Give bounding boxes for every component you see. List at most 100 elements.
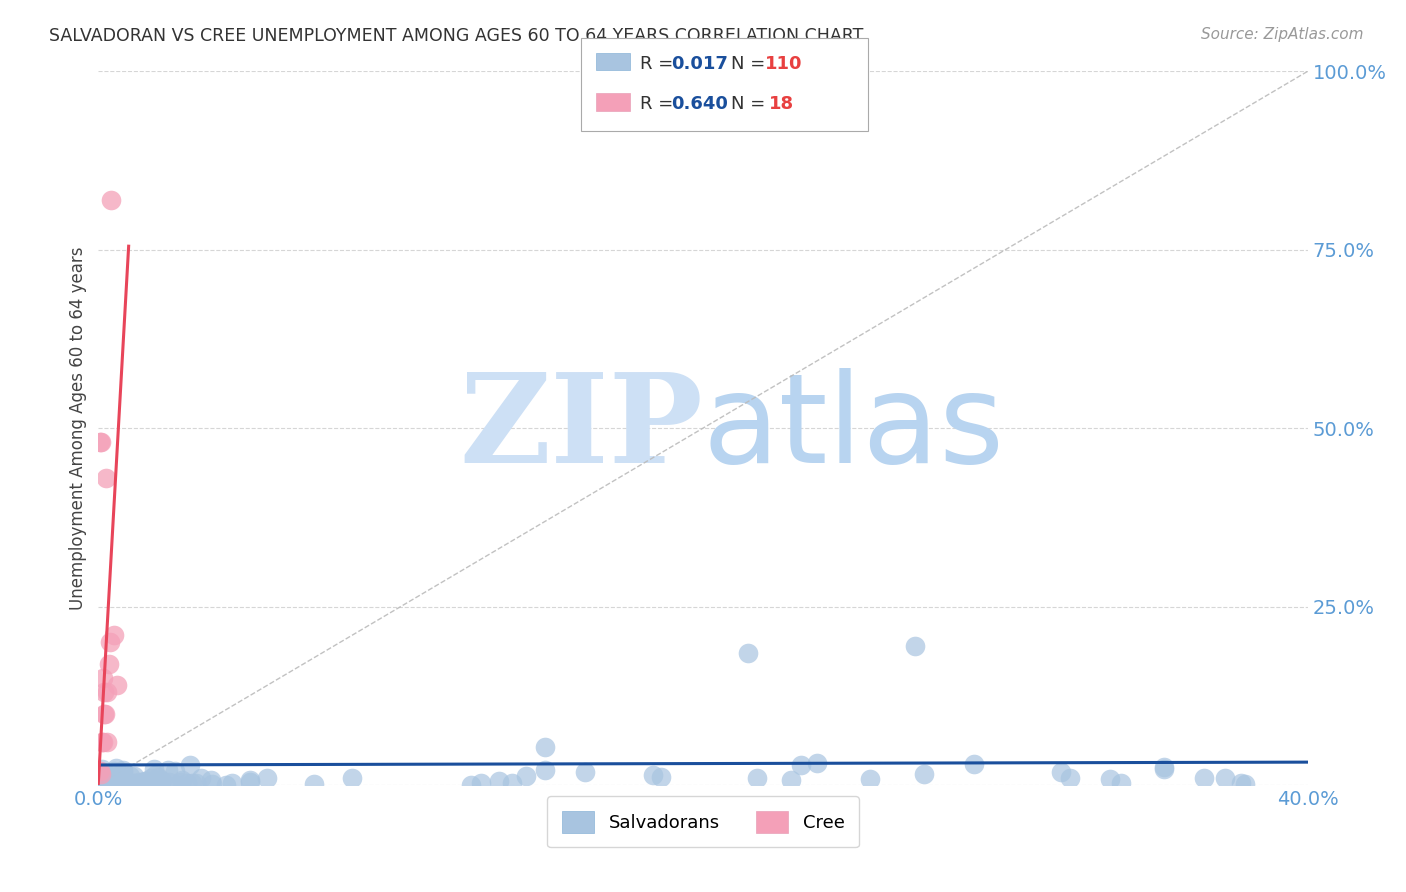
Point [94, 706, 117, 721]
Point [470, 775, 492, 789]
Point [534, 739, 557, 754]
Point [91, 735, 114, 749]
Point [134, 776, 156, 790]
Point [112, 776, 135, 790]
Point [650, 771, 672, 785]
Point [98, 635, 121, 649]
Point [93, 706, 115, 721]
Point [103, 776, 125, 790]
Point [790, 757, 813, 772]
Point [108, 770, 131, 784]
Text: R =: R = [640, 95, 679, 113]
Point [89, 435, 111, 450]
Point [94, 776, 117, 790]
Text: N =: N = [731, 55, 765, 73]
Point [165, 764, 187, 778]
Point [150, 773, 173, 788]
Text: ZIP: ZIP [460, 368, 703, 489]
Point [96, 735, 118, 749]
Point [104, 775, 127, 789]
Point [176, 776, 198, 790]
Point [112, 765, 135, 780]
Point [111, 778, 134, 792]
Text: R =: R = [640, 55, 679, 73]
Point [156, 763, 179, 777]
Point [190, 771, 212, 785]
Point [150, 773, 173, 788]
Point [94, 776, 117, 790]
Point [101, 774, 124, 789]
Point [89, 764, 111, 778]
Point [912, 767, 935, 781]
Point [139, 771, 162, 785]
Text: Source: ZipAtlas.com: Source: ZipAtlas.com [1201, 27, 1364, 42]
Point [112, 777, 135, 791]
Point [146, 770, 169, 784]
Point [157, 775, 180, 789]
Point [806, 756, 828, 770]
Point [90, 778, 112, 792]
Point [515, 768, 537, 782]
Point [103, 776, 125, 790]
Point [110, 777, 132, 791]
Text: atlas: atlas [703, 368, 1005, 489]
Point [103, 628, 125, 642]
Point [859, 772, 882, 786]
Point [90, 772, 112, 787]
Point [101, 772, 124, 787]
Point [90, 777, 112, 791]
Text: 110: 110 [765, 55, 803, 73]
Point [120, 769, 142, 783]
Point [488, 774, 510, 789]
Point [122, 776, 145, 790]
Point [114, 778, 136, 792]
Point [105, 771, 128, 785]
Point [107, 774, 129, 789]
Point [100, 193, 122, 207]
Point [90, 767, 112, 781]
Point [215, 778, 238, 792]
Point [201, 776, 224, 790]
Point [1098, 772, 1121, 787]
Point [1109, 776, 1132, 790]
Text: 18: 18 [769, 95, 794, 113]
Point [134, 773, 156, 788]
Point [142, 762, 165, 776]
Point [100, 771, 122, 785]
Point [149, 777, 172, 791]
Point [179, 758, 201, 772]
Point [105, 776, 128, 790]
Point [747, 771, 769, 785]
Point [91, 735, 114, 749]
Point [89, 776, 111, 790]
Point [103, 764, 125, 779]
Point [94, 771, 117, 785]
Point [1234, 776, 1257, 790]
Point [91, 671, 114, 685]
Point [239, 774, 262, 789]
Point [186, 775, 208, 789]
Point [1192, 771, 1215, 785]
Point [904, 639, 927, 653]
Point [128, 778, 150, 792]
Point [1153, 762, 1175, 776]
Point [256, 772, 278, 786]
Text: SALVADORAN VS CREE UNEMPLOYMENT AMONG AGES 60 TO 64 YEARS CORRELATION CHART: SALVADORAN VS CREE UNEMPLOYMENT AMONG AG… [49, 27, 863, 45]
Point [641, 768, 664, 782]
Point [93, 685, 115, 699]
Point [574, 765, 596, 780]
Point [122, 769, 145, 783]
Point [302, 777, 325, 791]
Point [94, 776, 117, 790]
Point [90, 435, 112, 450]
Point [460, 778, 482, 792]
Text: 0.640: 0.640 [671, 95, 727, 113]
Point [105, 761, 128, 775]
Point [96, 770, 118, 784]
Point [108, 776, 131, 790]
Point [104, 774, 127, 789]
Point [239, 772, 262, 787]
Point [101, 774, 124, 789]
Point [96, 766, 118, 780]
Point [114, 776, 136, 790]
